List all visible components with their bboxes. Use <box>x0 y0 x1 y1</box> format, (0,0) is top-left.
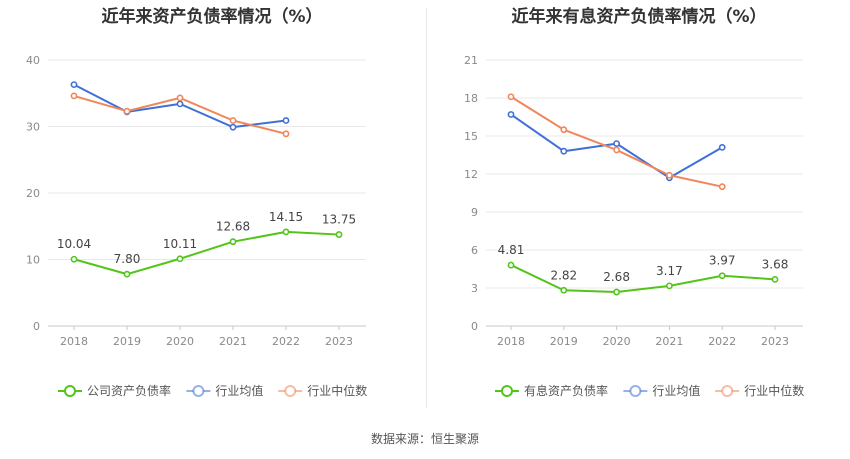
legend-label: 有息资产负债率 <box>524 383 608 398</box>
y-tick-label: 21 <box>464 54 478 67</box>
data-label: 3.97 <box>709 254 736 268</box>
data-point-series-0 <box>123 270 131 278</box>
data-label: 10.04 <box>57 237 91 251</box>
data-label: 2.82 <box>550 268 577 282</box>
y-tick-label: 40 <box>26 54 40 67</box>
panel-divider <box>426 8 427 408</box>
data-point-series-0 <box>718 272 726 280</box>
legend-swatch-marker <box>192 385 205 397</box>
legend-label: 公司资产负债率 <box>87 383 171 398</box>
data-label: 14.15 <box>269 210 303 224</box>
chart-title: 近年来有息资产负债率情况（%） <box>511 6 766 27</box>
legend-swatch-marker <box>501 385 513 397</box>
x-tick-label: 2022 <box>272 335 300 348</box>
legend-swatch-marker <box>284 385 297 397</box>
data-point-series-2 <box>665 171 673 179</box>
legend-label: 行业均值 <box>215 383 263 398</box>
y-tick-label: 6 <box>471 244 478 257</box>
x-tick-label: 2023 <box>761 335 789 348</box>
data-point-series-1 <box>613 140 620 147</box>
data-point-series-2 <box>282 130 290 138</box>
legend-label: 行业中位数 <box>744 383 804 398</box>
data-point-series-0 <box>282 228 290 236</box>
data-point-series-0 <box>560 286 568 294</box>
x-tick-label: 2021 <box>219 335 247 348</box>
data-label: 12.68 <box>216 220 250 234</box>
legend-swatch-marker <box>721 385 734 397</box>
y-tick-label: 18 <box>464 92 478 105</box>
y-tick-label: 0 <box>471 320 478 333</box>
chart-asset-liability-ratio: 近年来资产负债率情况（%） 0 10 20 30 40 2018 2019 2020 2021 20… <box>0 0 425 420</box>
y-tick-label: 0 <box>33 320 40 333</box>
data-point-series-0 <box>771 275 779 283</box>
data-point-series-1 <box>229 123 237 131</box>
data-point-series-0 <box>665 282 673 290</box>
y-tick-label: 9 <box>471 206 478 219</box>
x-tick-label: 2018 <box>60 335 88 348</box>
chart-interest-bearing-ratio: 近年来有息资产负债率情况（%） 0 3 6 9 12 15 18 21 2018 2019 2020 2… <box>425 0 850 420</box>
data-point-series-2 <box>613 146 620 154</box>
data-point-series-0 <box>335 231 343 238</box>
x-tick-label: 2022 <box>708 335 736 348</box>
series-line-0 <box>510 264 776 294</box>
data-point-series-2 <box>123 107 131 115</box>
legend-swatch-marker <box>64 385 76 397</box>
data-point-series-0 <box>176 255 184 263</box>
y-tick-label: 30 <box>26 121 40 134</box>
data-point-series-2 <box>70 92 78 100</box>
legend-label: 行业均值 <box>652 383 700 398</box>
series-line-0 <box>73 230 340 276</box>
x-tick-label: 2018 <box>497 335 525 348</box>
x-tick-label: 2020 <box>166 335 194 348</box>
data-point-series-0 <box>507 261 515 269</box>
data-point-series-1 <box>560 147 568 155</box>
x-tick-label: 2023 <box>325 335 353 348</box>
y-tick-label: 3 <box>471 282 478 295</box>
data-point-series-0 <box>70 255 78 263</box>
y-tick-label: 12 <box>464 168 478 181</box>
data-point-series-1 <box>70 81 78 89</box>
x-tick-label: 2021 <box>655 335 683 348</box>
x-tick-label: 2019 <box>113 335 141 348</box>
data-label: 13.75 <box>322 213 356 227</box>
data-label: 4.81 <box>498 243 525 257</box>
data-point-series-2 <box>229 117 237 124</box>
legend-swatch-marker <box>629 385 642 397</box>
y-tick-label: 20 <box>26 187 40 200</box>
data-point-series-2 <box>560 126 568 134</box>
data-point-series-1 <box>176 100 184 108</box>
chart-title: 近年来资产负债率情况（%） <box>101 6 322 27</box>
data-point-series-1 <box>718 143 726 151</box>
y-tick-label: 10 <box>26 254 40 267</box>
data-point-series-1 <box>507 111 515 118</box>
data-point-series-2 <box>176 94 184 102</box>
data-point-series-2 <box>718 183 726 191</box>
data-label: 7.80 <box>114 252 141 266</box>
data-point-series-2 <box>507 93 515 101</box>
data-point-series-1 <box>282 117 290 124</box>
data-label: 3.17 <box>656 264 683 278</box>
x-tick-label: 2019 <box>550 335 578 348</box>
data-label: 3.68 <box>762 257 789 271</box>
x-tick-label: 2020 <box>603 335 631 348</box>
data-source-note: 数据来源：恒生聚源 <box>370 432 479 446</box>
data-label: 2.68 <box>603 270 630 284</box>
chart-svg-left: 近年来资产负债率情况（%） 0 10 20 30 40 2018 2019 2020 2021 20… <box>26 6 367 398</box>
chart-svg-right: 近年来有息资产负债率情况（%） 0 3 6 9 12 15 18 21 2018 2019 2020 2… <box>464 6 804 398</box>
y-tick-label: 15 <box>464 130 478 143</box>
data-point-series-0 <box>229 238 237 246</box>
legend-label: 行业中位数 <box>307 383 367 398</box>
data-point-series-0 <box>613 288 620 296</box>
data-label: 10.11 <box>163 237 197 251</box>
